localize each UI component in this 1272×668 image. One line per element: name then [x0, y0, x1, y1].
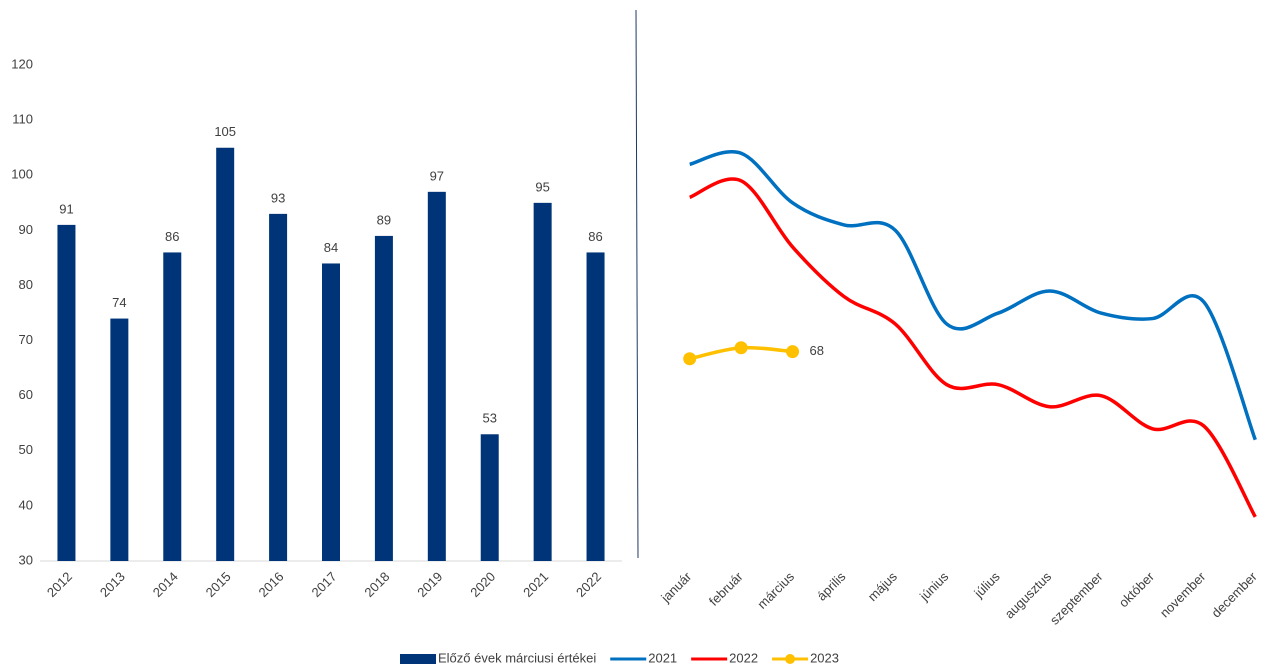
data-label: 53: [482, 411, 496, 426]
x-tick-label: március: [754, 569, 797, 612]
legend-marker: [785, 654, 796, 664]
bar: [480, 434, 499, 561]
x-tick-label: 2014: [150, 569, 181, 600]
x-tick-label: február: [706, 568, 746, 608]
data-label: 68: [810, 343, 824, 358]
x-tick-label: november: [1157, 568, 1209, 620]
data-label: 84: [324, 240, 338, 255]
y-tick-label: 120: [11, 57, 33, 72]
bar: [269, 213, 288, 561]
data-label: 105: [214, 124, 236, 139]
legend-swatch: [400, 654, 436, 664]
legend-label: Előző évek márciusi értékei: [438, 650, 596, 665]
bar: [586, 252, 605, 561]
data-label: 86: [588, 229, 602, 244]
data-label: 86: [165, 229, 179, 244]
x-tick-label: január: [657, 568, 694, 605]
y-tick-label: 90: [19, 222, 33, 237]
bar: [374, 235, 393, 561]
x-tick-label: április: [814, 569, 849, 604]
x-tick-label: június: [916, 569, 952, 605]
x-tick-label: 2019: [414, 569, 445, 600]
y-tick-label: 40: [19, 497, 33, 512]
bar: [533, 202, 552, 561]
marker: [734, 341, 748, 355]
data-label: 74: [112, 295, 126, 310]
data-label: 95: [535, 179, 549, 194]
bar: [57, 224, 76, 561]
y-tick-label: 70: [19, 332, 33, 347]
y-tick-label: 100: [11, 167, 33, 182]
legend-label: 2021: [648, 650, 677, 665]
y-tick-label: 60: [19, 387, 33, 402]
marker: [683, 352, 697, 366]
bar: [427, 191, 446, 561]
y-tick-label: 50: [19, 442, 33, 457]
x-tick-label: szeptember: [1047, 568, 1106, 627]
y-tick-label: 110: [12, 112, 33, 127]
bar: [216, 147, 235, 561]
marker: [786, 345, 800, 359]
x-tick-label: július: [970, 569, 1003, 602]
bar: [163, 252, 182, 561]
data-label: 91: [59, 201, 73, 216]
y-tick-label: 30: [19, 552, 33, 567]
x-tick-label: december: [1208, 568, 1260, 620]
x-tick-label: 2017: [308, 569, 339, 600]
data-label: 89: [377, 212, 391, 227]
divider: [635, 9, 639, 559]
x-tick-label: 2013: [97, 569, 128, 600]
x-tick-label: május: [865, 569, 900, 604]
legend-label: 2023: [810, 650, 839, 665]
legend: Előző évek márciusi értékei 2021 2022 2023: [400, 650, 839, 665]
legend-label: 2022: [729, 650, 758, 665]
x-tick-label: 2015: [203, 569, 234, 600]
bar: [110, 318, 129, 561]
bar: [322, 263, 340, 561]
data-label: 97: [430, 168, 444, 183]
x-tick-label: 2012: [44, 569, 75, 600]
x-tick-label: 2021: [520, 569, 551, 600]
line: [689, 150, 1257, 441]
x-tick-label: 2016: [256, 569, 287, 600]
x-tick-label: 2018: [361, 569, 392, 600]
x-tick-label: augusztus: [1002, 569, 1055, 622]
x-tick-label: 2020: [467, 569, 498, 600]
x-tick-label: október: [1116, 568, 1158, 610]
x-tick-label: 2022: [573, 569, 604, 600]
y-tick-label: 80: [19, 277, 33, 292]
line: [688, 177, 1257, 518]
data-label: 93: [271, 190, 285, 205]
